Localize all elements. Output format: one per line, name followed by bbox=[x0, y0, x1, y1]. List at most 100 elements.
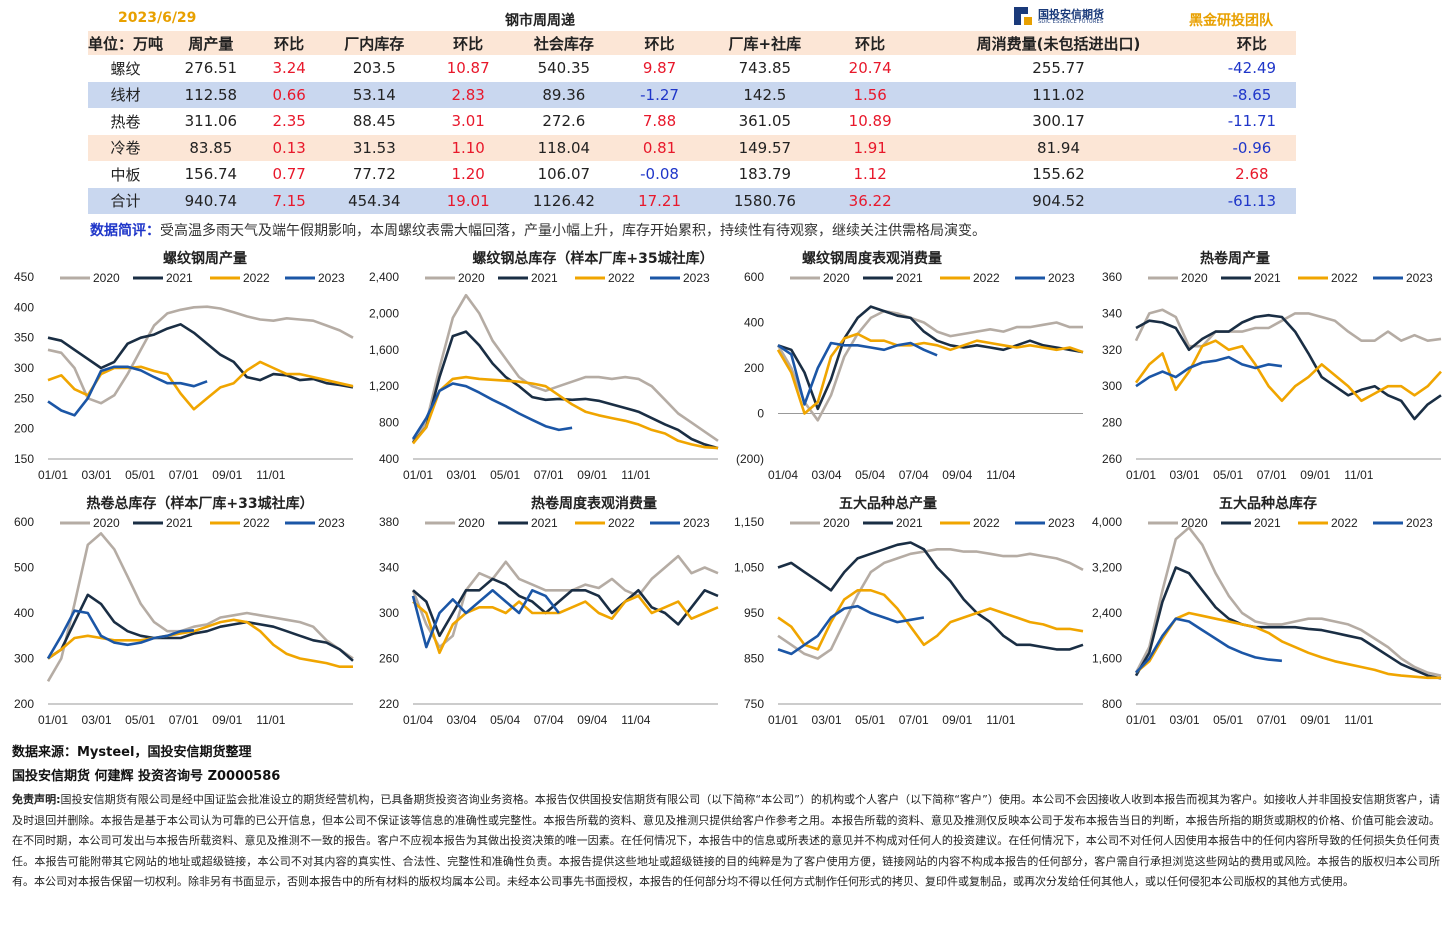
column-header: 环比 bbox=[1207, 31, 1296, 55]
table-cell: 2.83 bbox=[429, 81, 508, 108]
table-cell: 111.02 bbox=[909, 81, 1208, 108]
series-line-2021 bbox=[777, 305, 1084, 411]
table-cell: 276.51 bbox=[184, 59, 238, 78]
y-tick-label: 850 bbox=[744, 652, 764, 666]
table-cell: -42.49 bbox=[1227, 59, 1277, 78]
disclaimer-text: 国投安信期货有限公司是经中国证监会批准设立的期货经营机构，已具备期货投资咨询业务… bbox=[12, 793, 1440, 888]
table-cell: 17.21 bbox=[620, 187, 699, 214]
legend-label: 2023 bbox=[683, 271, 710, 285]
data-source: 数据来源：Mysteel，国投安信期货整理 bbox=[12, 745, 252, 760]
x-tick-label: 07/01 bbox=[169, 468, 199, 482]
table-cell: 0.81 bbox=[620, 134, 699, 161]
legend-label: 2023 bbox=[1406, 271, 1433, 285]
y-tick-label: 800 bbox=[379, 416, 399, 430]
column-header: 环比 bbox=[258, 31, 320, 55]
x-tick-label: 05/01 bbox=[490, 468, 520, 482]
chart-title: 螺纹钢总库存（样本厂库+35城社库） bbox=[472, 251, 714, 267]
table-cell: 10.89 bbox=[848, 112, 892, 131]
y-tick-label: 300 bbox=[14, 361, 34, 375]
row-label: 中板 bbox=[110, 165, 141, 184]
y-tick-label: 340 bbox=[1102, 306, 1122, 320]
table-cell: 0.77 bbox=[272, 165, 306, 184]
series-line-2020 bbox=[411, 554, 719, 649]
y-tick-label: 1,050 bbox=[734, 561, 764, 575]
table-cell: 156.74 bbox=[184, 165, 238, 184]
column-header: 环比 bbox=[831, 31, 910, 55]
table-cell: 1.20 bbox=[451, 165, 485, 184]
legend-label: 2022 bbox=[973, 516, 1000, 530]
x-tick-label: 05/04 bbox=[490, 713, 520, 727]
series-line-2020 bbox=[46, 532, 354, 682]
table-row: 冷卷 83.85 0.13 31.53 1.10 118.04 0.81 149.57 1.91… bbox=[88, 134, 1296, 161]
legend-label: 2022 bbox=[243, 271, 270, 285]
series-line-2021 bbox=[777, 541, 1084, 651]
y-tick-label: 320 bbox=[1102, 343, 1122, 357]
chart-title: 热卷周度表观消费量 bbox=[531, 496, 657, 512]
chart-title: 五大品种总产量 bbox=[839, 496, 937, 512]
series-line-2023 bbox=[411, 589, 560, 649]
x-tick-label: 11/04 bbox=[986, 468, 1015, 482]
table-cell: 1.10 bbox=[429, 134, 508, 161]
series-line-2021 bbox=[47, 323, 354, 389]
y-tick-label: 200 bbox=[744, 361, 764, 375]
author-line: 国投安信期货 何建辉 投资咨询号 Z0000586 bbox=[12, 769, 281, 784]
x-tick-label: 01/01 bbox=[38, 468, 68, 482]
line-chart: 2020 2021 2022 2023 4,000 3,200 2,400 1,600 800 0… bbox=[1092, 515, 1442, 727]
y-tick-label: 280 bbox=[1102, 416, 1122, 430]
series-line-2023 bbox=[411, 382, 573, 440]
x-tick-label: 11/01 bbox=[986, 713, 1015, 727]
x-tick-label: 07/01 bbox=[169, 713, 199, 727]
legend-label: 2022 bbox=[1331, 271, 1358, 285]
x-tick-label: 09/04 bbox=[577, 713, 607, 727]
x-tick-label: 03/01 bbox=[447, 468, 477, 482]
legend-label: 2020 bbox=[823, 271, 850, 285]
x-tick-label: 11/01 bbox=[256, 468, 285, 482]
legend-label: 2020 bbox=[1181, 516, 1208, 530]
x-tick-label: 11/04 bbox=[621, 713, 650, 727]
y-tick-label: 2,000 bbox=[369, 306, 399, 320]
x-tick-label: 01/04 bbox=[768, 468, 798, 482]
legend-label: 2023 bbox=[1048, 516, 1075, 530]
legend-label: 2020 bbox=[458, 271, 485, 285]
table-row: 合计 940.74 7.15 454.34 19.01 1126.42 17.21 1580.… bbox=[88, 187, 1296, 214]
table-cell: 7.15 bbox=[258, 187, 320, 214]
line-chart: 2020 2021 2022 2023 360 340 320 300 280 260 01/01 0… bbox=[1102, 270, 1442, 482]
series-line-2020 bbox=[1134, 526, 1442, 677]
table-cell: 361.05 bbox=[738, 112, 792, 131]
y-tick-label: 2,400 bbox=[369, 270, 399, 284]
y-tick-label: 750 bbox=[744, 697, 764, 711]
table-cell: 77.72 bbox=[352, 165, 396, 184]
legend-label: 2023 bbox=[1406, 516, 1433, 530]
table-cell: 3.24 bbox=[272, 59, 306, 78]
table-cell: -1.27 bbox=[620, 81, 699, 108]
y-tick-label: 260 bbox=[379, 652, 399, 666]
y-tick-label: 250 bbox=[14, 391, 34, 405]
logo-subtext: SDIC ESSENCE FUTURES bbox=[1038, 19, 1104, 25]
y-tick-label: 200 bbox=[14, 422, 34, 436]
chart-title: 螺纹钢周产量 bbox=[163, 251, 247, 267]
comment-label: 数据简评： bbox=[90, 223, 160, 239]
comment-text: 受高温多雨天气及端午假期影响，本周螺纹表需大幅回落，产量小幅上升，库存开始累积，… bbox=[160, 223, 986, 239]
table-cell: 454.34 bbox=[319, 187, 430, 214]
row-label: 螺纹 bbox=[110, 59, 141, 78]
legend-label: 2021 bbox=[531, 516, 558, 530]
y-tick-label: 400 bbox=[14, 606, 34, 620]
column-header: 周消费量(未包括进出口) bbox=[909, 31, 1208, 55]
y-tick-label: 220 bbox=[379, 697, 399, 711]
y-tick-label: 300 bbox=[14, 652, 34, 666]
table-cell: 10.87 bbox=[446, 59, 490, 78]
series-line-2022 bbox=[47, 618, 353, 668]
y-tick-label: 600 bbox=[744, 270, 764, 284]
table-cell: 203.5 bbox=[352, 59, 396, 78]
x-tick-label: 03/04 bbox=[812, 468, 842, 482]
series-line-2020 bbox=[777, 547, 1084, 660]
x-tick-label: 09/01 bbox=[212, 468, 242, 482]
x-tick-label: 03/01 bbox=[1170, 468, 1200, 482]
y-tick-label: 4,000 bbox=[1092, 515, 1122, 529]
x-tick-label: 05/01 bbox=[1213, 713, 1243, 727]
y-tick-label: 260 bbox=[1102, 452, 1122, 466]
table-cell: 300.17 bbox=[1032, 112, 1085, 131]
series-line-2022 bbox=[777, 589, 1084, 651]
table-cell: 149.57 bbox=[698, 134, 831, 161]
chart-title: 热卷总库存（样本厂库+33城社库） bbox=[86, 496, 314, 512]
